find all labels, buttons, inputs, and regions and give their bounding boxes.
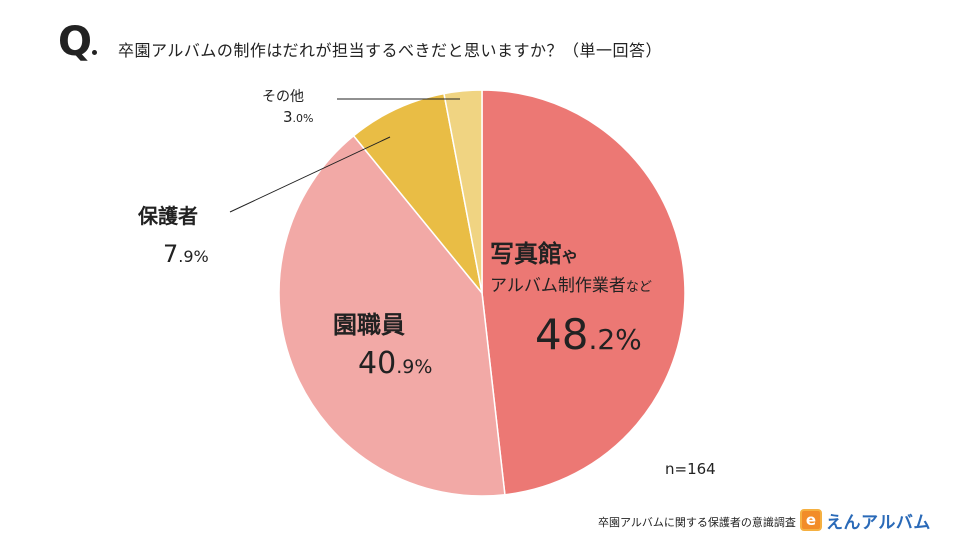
- logo-e-icon: e: [800, 509, 822, 531]
- slice-label-enshokuin: 園職員: [333, 311, 405, 339]
- question-mark: Q: [58, 19, 93, 65]
- brand-logo: e えんアルバム: [800, 508, 931, 533]
- pie-slice-shashinkan: [481, 89, 686, 496]
- sample-size-label: n=164: [665, 460, 716, 478]
- pie-slice-hogosha: [352, 92, 483, 294]
- source-caption: 卒園アルバムに関する保護者の意識調査: [598, 516, 796, 529]
- slice-value-shashinkan: 48.2%: [535, 310, 642, 359]
- question-text: 卒園アルバムの制作はだれが担当するべきだと思いますか？（単一回答）: [118, 41, 663, 60]
- pie-slice-sonota: [443, 89, 483, 294]
- question-dot: [92, 50, 97, 55]
- leader-line-hogosha: [229, 136, 391, 213]
- logo-text: えんアルバム: [826, 512, 931, 533]
- pie-slice-enshokuin: [278, 134, 506, 497]
- slice-label-shashinkan: 写真館や: [490, 240, 578, 268]
- slice-label-hogosha: 保護者: [138, 204, 198, 228]
- slice-value-hogosha: 7.9%: [163, 240, 209, 268]
- slice-value-enshokuin: 40.9%: [358, 346, 433, 381]
- slice-label-sonota: その他: [262, 89, 304, 105]
- slice-value-sonota: 3.0%: [283, 108, 314, 126]
- slice-label-shashinkan-line2: アルバム制作業者など: [490, 276, 652, 296]
